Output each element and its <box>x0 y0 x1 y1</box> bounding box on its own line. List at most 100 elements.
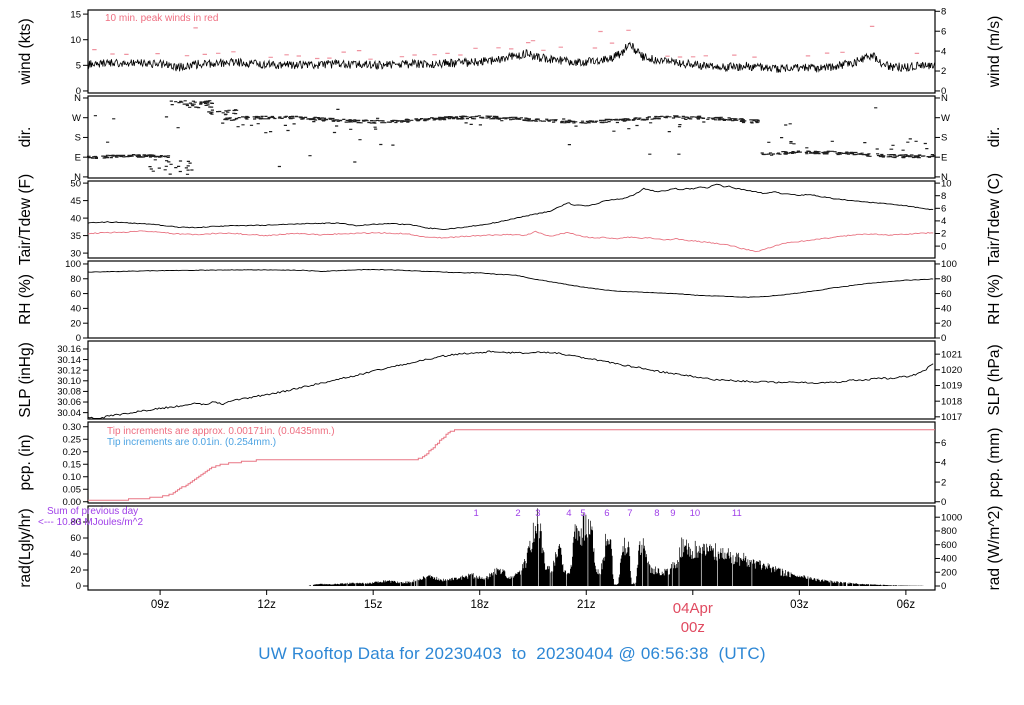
slp-right-axis-title: SLP (hPa) <box>986 344 1003 415</box>
rad-right-tick-label: 600 <box>941 540 957 551</box>
wind-left-tick-label: 10 <box>70 35 81 46</box>
slp-left-axis-title: SLP (inHg) <box>17 342 34 418</box>
rad-hour-marker-6: 6 <box>604 508 609 519</box>
x-axis-tick-label: 21z <box>577 599 596 611</box>
rad-hour-marker-9: 9 <box>670 508 675 519</box>
x-axis-tick-label: 09z <box>151 599 170 611</box>
rad-right-tick-label: 200 <box>941 567 957 578</box>
tair-panel-frame <box>87 180 936 259</box>
x-axis-date-label: 04Apr <box>673 600 713 617</box>
rad-hour-marker-3: 3 <box>535 508 540 519</box>
wind-right-tick-label: 4 <box>941 46 946 57</box>
rad-right-tick-label: 1000 <box>941 512 962 523</box>
slp-right-tick-label: 1019 <box>941 381 962 392</box>
pcp-right-tick-label: 2 <box>941 477 946 488</box>
wind-direction-scatter <box>87 100 936 175</box>
dir-left-tick-label: N <box>74 93 81 104</box>
rad-left-axis-title: rad(Lgly/hr) <box>17 508 34 587</box>
figure-caption: UW Rooftop Data for 20230403 to 20230404… <box>258 644 766 663</box>
slp-panel-frame <box>87 340 936 420</box>
solar-radiation-bars <box>308 508 924 586</box>
rad-left-tick-label: 20 <box>70 565 81 576</box>
rh-right-tick-label: 60 <box>941 289 952 300</box>
wind-left-tick-label: 0 <box>76 86 81 97</box>
rad-hour-marker-10: 10 <box>690 508 701 519</box>
slp-left-tick-label: 30.16 <box>57 344 81 355</box>
tair-left-tick-label: 45 <box>70 196 81 207</box>
wind-right-tick-label: 0 <box>941 86 946 97</box>
tair-right-tick-label: 2 <box>941 229 946 240</box>
slp-right-tick-label: 1020 <box>941 365 962 376</box>
wind-series-10-min-avg-wind <box>87 41 935 73</box>
rh-left-tick-label: 60 <box>70 289 81 300</box>
slp-right-tick-label: 1021 <box>941 349 962 360</box>
rh-left-tick-label: 20 <box>70 318 81 329</box>
slp-left-tick-label: 30.14 <box>57 355 81 366</box>
tair-right-tick-label: 4 <box>941 216 946 227</box>
pcp-left-tick-label: 0.30 <box>63 422 82 433</box>
dir-right-tick-label: S <box>941 133 947 144</box>
rad-right-axis-title: rad (W/m^2) <box>986 506 1003 591</box>
rh-right-tick-label: 20 <box>941 318 952 329</box>
x-axis-tick-label: 18z <box>470 599 489 611</box>
pcp-left-tick-label: 0.10 <box>63 472 82 483</box>
rh-left-axis-title: RH (%) <box>17 274 34 325</box>
dir-panel-frame <box>87 95 936 179</box>
slp-left-tick-label: 30.12 <box>57 365 81 376</box>
rad-hour-marker-4: 4 <box>566 508 571 519</box>
rh-right-tick-label: 80 <box>941 274 952 285</box>
tair-right-axis-title: Tair/Tdew (C) <box>986 173 1003 266</box>
tair-right-tick-label: 10 <box>941 178 952 189</box>
slp-left-tick-label: 30.08 <box>57 387 81 398</box>
slp-right-tick-label: 1018 <box>941 396 962 407</box>
tair-right-tick-label: 0 <box>941 241 946 252</box>
x-axis-date-sublabel: 00z <box>681 619 705 636</box>
dir-left-tick-label: S <box>75 133 81 144</box>
dir-left-tick-label: N <box>74 172 81 183</box>
slp-left-tick-label: 30.04 <box>57 408 81 419</box>
rad-left-tick-label: 80 <box>70 517 81 528</box>
pcp-left-tick-label: 0.20 <box>63 447 82 458</box>
rad-hour-marker-7: 7 <box>627 508 632 519</box>
rad-annotation-0: Sum of previous day <box>47 506 138 517</box>
rh-right-tick-label: 0 <box>941 333 946 344</box>
slp-series-SLP <box>87 350 934 419</box>
pcp-left-tick-label: 0.00 <box>63 497 82 508</box>
x-axis-tick-label: 03z <box>790 599 809 611</box>
tair-left-tick-label: 40 <box>70 213 81 224</box>
wind-annotation-0: 10 min. peak winds in red <box>105 13 218 24</box>
rh-right-tick-label: 100 <box>941 259 957 270</box>
rad-left-tick-label: 40 <box>70 549 81 560</box>
pcp-right-axis-title: pcp. (mm) <box>986 428 1003 498</box>
dir-left-axis-title: dir. <box>17 127 34 148</box>
pcp-left-tick-label: 0.25 <box>63 434 82 445</box>
pcp-right-tick-label: 6 <box>941 438 946 449</box>
rad-hour-marker-11: 11 <box>732 508 742 519</box>
wind-right-tick-label: 2 <box>941 66 946 77</box>
rad-hour-marker-2: 2 <box>515 508 520 519</box>
pcp-left-axis-title: pcp. (in) <box>17 435 34 491</box>
tair-series-Tair <box>87 183 934 231</box>
pcp-right-tick-label: 4 <box>941 458 946 469</box>
wind-left-axis-title: wind (kts) <box>17 18 34 85</box>
dir-right-tick-label: W <box>941 113 950 124</box>
tair-right-tick-label: 8 <box>941 191 946 202</box>
rh-right-axis-title: RH (%) <box>986 274 1003 325</box>
rh-left-tick-label: 80 <box>70 274 81 285</box>
slp-right-tick-label: 1017 <box>941 412 962 423</box>
rad-right-tick-label: 800 <box>941 526 957 537</box>
rad-hour-marker-8: 8 <box>654 508 659 519</box>
pcp-right-tick-label: 0 <box>941 497 946 508</box>
rad-annotation-1: <--- 10.93 MJoules/m^2 <box>38 517 143 528</box>
slp-left-tick-label: 30.10 <box>57 376 81 387</box>
tair-left-tick-label: 35 <box>70 231 81 242</box>
rh-left-tick-label: 40 <box>70 304 81 315</box>
wind-peak-dashes <box>92 25 920 60</box>
wind-right-axis-title: wind (m/s) <box>986 16 1003 88</box>
dir-left-tick-label: E <box>75 152 81 163</box>
rad-hour-marker-5: 5 <box>580 508 585 519</box>
rh-right-tick-label: 40 <box>941 304 952 315</box>
rad-left-tick-label: 0 <box>76 581 81 592</box>
rad-panel-frame <box>87 505 936 591</box>
